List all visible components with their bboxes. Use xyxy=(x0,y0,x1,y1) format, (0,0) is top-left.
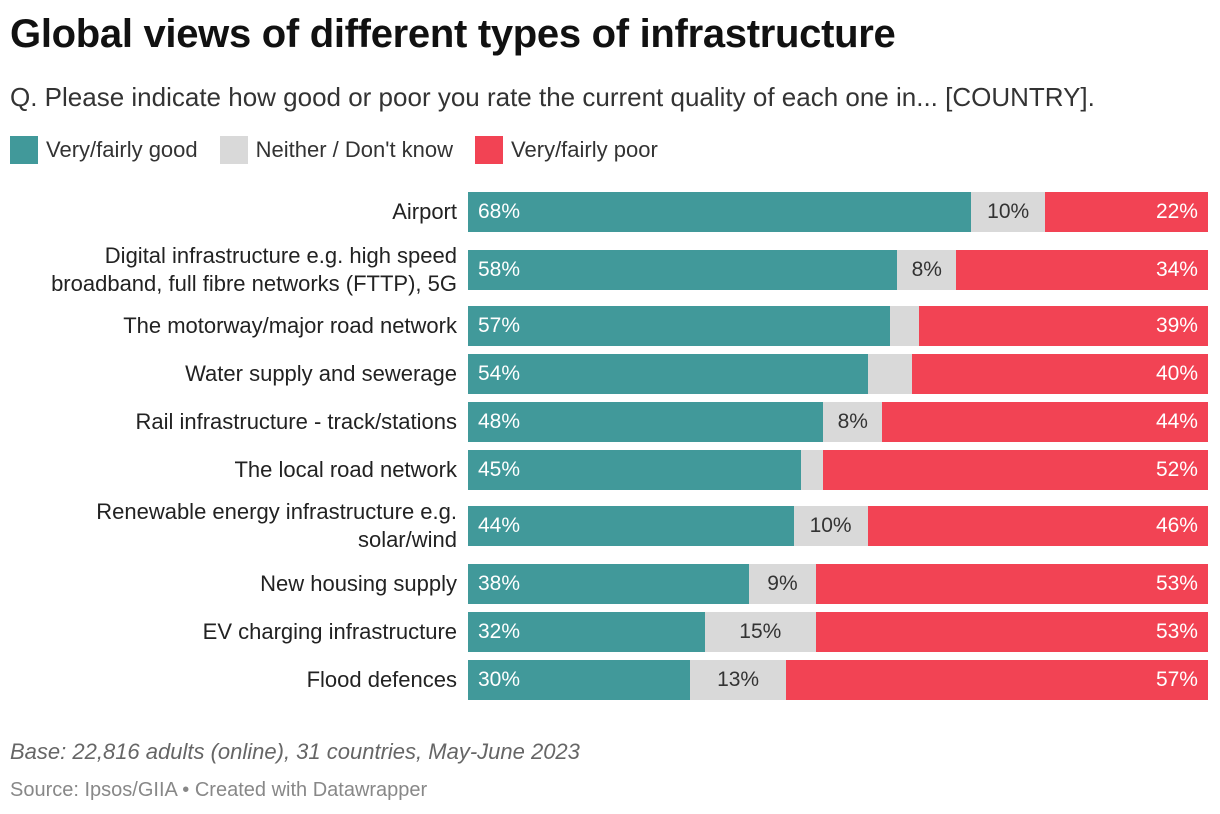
data-label-neither-don-t-know-8: 9% xyxy=(767,572,798,595)
base-note: Base: 22,816 adults (online), 31 countri… xyxy=(10,739,580,764)
bar-segment-very-fairly-poor-2 xyxy=(956,250,1208,290)
data-label-very-fairly-poor-2: 34% xyxy=(1155,258,1198,281)
data-label-very-fairly-good-5: 48% xyxy=(478,410,521,433)
category-label-the-local-road-network: The local road network xyxy=(234,457,457,482)
legend-label-poor: Very/fairly poor xyxy=(511,137,658,162)
bar-segment-very-fairly-good-6 xyxy=(468,450,801,490)
data-label-neither-don-t-know-10: 13% xyxy=(717,668,760,691)
data-label-very-fairly-poor-6: 52% xyxy=(1155,458,1198,481)
data-label-very-fairly-good-7: 44% xyxy=(478,514,521,537)
legend-item-good: Very/fairly good xyxy=(10,136,198,164)
category-label-ev-charging-infrastructure: EV charging infrastructure xyxy=(202,619,457,644)
data-label-very-fairly-poor-5: 44% xyxy=(1155,410,1198,433)
bar-segment-very-fairly-poor-1 xyxy=(1045,192,1208,232)
data-label-very-fairly-good-4: 54% xyxy=(478,362,521,385)
data-label-very-fairly-poor-7: 46% xyxy=(1155,514,1198,537)
data-label-very-fairly-poor-1: 22% xyxy=(1155,200,1198,223)
data-label-very-fairly-poor-10: 57% xyxy=(1155,668,1198,691)
bar-segment-very-fairly-good-8 xyxy=(468,564,750,604)
bar-segment-neither-don-t-know-4 xyxy=(867,354,912,394)
data-label-very-fairly-poor-4: 40% xyxy=(1155,362,1198,385)
legend-label-good: Very/fairly good xyxy=(46,137,198,162)
bar-segment-very-fairly-poor-10 xyxy=(786,660,1208,700)
bar-segment-neither-don-t-know-2 xyxy=(897,250,957,290)
bar-segment-very-fairly-poor-7 xyxy=(867,506,1208,546)
bar-segment-very-fairly-poor-4 xyxy=(912,354,1208,394)
bar-segment-very-fairly-poor-5 xyxy=(882,402,1208,442)
chart-title: Global views of different types of infra… xyxy=(10,12,896,56)
data-label-very-fairly-good-8: 38% xyxy=(478,572,521,595)
bar-segment-neither-don-t-know-6 xyxy=(801,450,824,490)
category-label-airport: Airport xyxy=(392,199,457,224)
category-label-digital-infrastructure-e-g-hig: Digital infrastructure e.g. high speed br… xyxy=(51,243,457,296)
source-note: Source: Ipsos/GIIA • Created with Datawr… xyxy=(10,779,428,801)
legend-swatch-poor xyxy=(475,136,504,164)
bar-segment-very-fairly-good-2 xyxy=(468,250,898,290)
data-label-neither-don-t-know-1: 10% xyxy=(987,200,1030,223)
data-label-very-fairly-poor-8: 53% xyxy=(1155,572,1198,595)
data-label-very-fairly-good-10: 30% xyxy=(478,668,521,691)
bar-segment-very-fairly-poor-3 xyxy=(919,306,1208,346)
data-label-very-fairly-good-1: 68% xyxy=(478,200,521,223)
category-label-flood-defences: Flood defences xyxy=(306,667,457,692)
bar-segment-neither-don-t-know-7 xyxy=(793,506,868,546)
bar-segment-neither-don-t-know-10 xyxy=(690,660,787,700)
bar-segment-neither-don-t-know-1 xyxy=(971,192,1046,232)
category-label-new-housing-supply: New housing supply xyxy=(260,571,457,596)
bar-segment-neither-don-t-know-5 xyxy=(823,402,883,442)
bar-segment-very-fairly-good-7 xyxy=(468,506,794,546)
data-label-very-fairly-poor-3: 39% xyxy=(1155,314,1198,337)
bar-segment-very-fairly-poor-9 xyxy=(815,612,1208,652)
bar-segment-neither-don-t-know-8 xyxy=(749,564,816,604)
legend-item-poor: Very/fairly poor xyxy=(475,136,658,164)
data-label-very-fairly-good-6: 45% xyxy=(478,458,521,481)
legend-swatch-good xyxy=(10,136,38,164)
bar-segment-very-fairly-good-5 xyxy=(468,402,824,442)
data-label-neither-don-t-know-2: 8% xyxy=(911,258,942,281)
bar-segment-very-fairly-poor-6 xyxy=(823,450,1208,490)
legend: Very/fairly good Neither / Don't know Ve… xyxy=(10,136,680,164)
data-label-very-fairly-poor-9: 53% xyxy=(1155,620,1198,643)
bar-segment-very-fairly-good-9 xyxy=(468,612,705,652)
bar-segment-very-fairly-good-1 xyxy=(468,192,972,232)
bar-segment-very-fairly-good-4 xyxy=(468,354,868,394)
data-label-very-fairly-good-3: 57% xyxy=(478,314,521,337)
category-label-rail-infrastructure-track-stat: Rail infrastructure - track/stations xyxy=(135,409,457,434)
category-label-renewable-energy-infrastructur: Renewable energy infrastructure e.g. sola… xyxy=(96,499,457,552)
bar-segment-neither-don-t-know-3 xyxy=(889,306,920,346)
bar-segment-very-fairly-good-10 xyxy=(468,660,690,700)
legend-label-neither: Neither / Don't know xyxy=(255,137,454,162)
bar-segment-neither-don-t-know-9 xyxy=(704,612,816,652)
data-label-very-fairly-good-9: 32% xyxy=(478,620,521,643)
legend-item-neither: Neither / Don't know xyxy=(219,136,454,164)
category-label-water-supply-and-sewerage: Water supply and sewerage xyxy=(185,361,457,386)
bar-segment-very-fairly-poor-8 xyxy=(815,564,1208,604)
bar-segment-very-fairly-good-3 xyxy=(468,306,890,346)
chart-subtitle: Q. Please indicate how good or poor you … xyxy=(10,82,1095,112)
data-label-neither-don-t-know-9: 15% xyxy=(739,620,782,643)
data-label-very-fairly-good-2: 58% xyxy=(478,258,521,281)
legend-swatch-neither xyxy=(219,136,248,164)
category-label-the-motorway-major-road-networ: The motorway/major road network xyxy=(123,313,457,338)
data-label-neither-don-t-know-5: 8% xyxy=(837,410,868,433)
data-label-neither-don-t-know-7: 10% xyxy=(809,514,852,537)
